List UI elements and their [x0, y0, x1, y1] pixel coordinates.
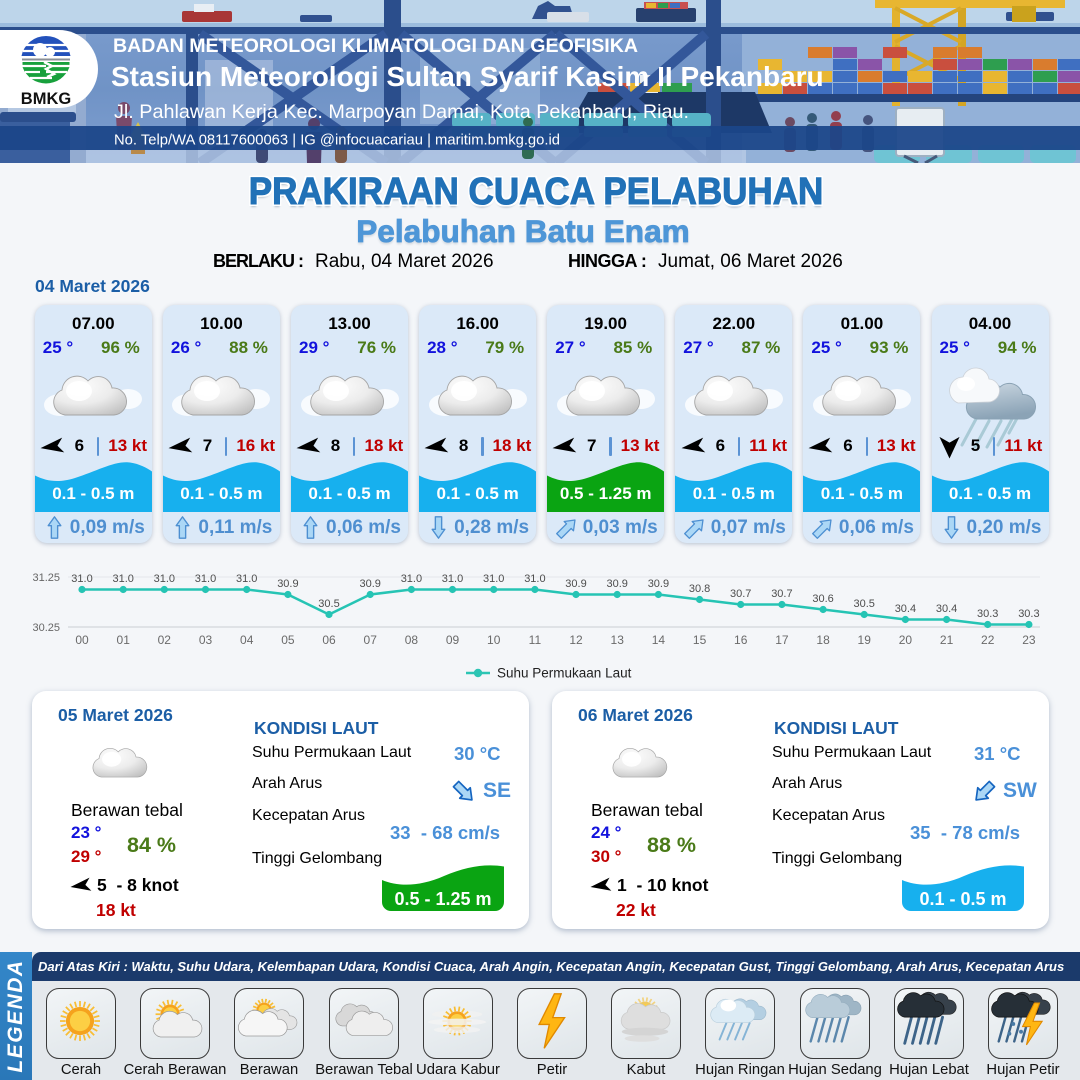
svg-text:19: 19 [858, 633, 872, 647]
svg-text:31.25: 31.25 [32, 572, 60, 584]
svg-text:31.0: 31.0 [442, 573, 463, 585]
svg-text:30.25: 30.25 [32, 622, 60, 634]
svg-text:02: 02 [158, 633, 172, 647]
svg-text:18: 18 [816, 633, 830, 647]
svg-text:30.9: 30.9 [648, 578, 669, 590]
svg-text:31.0: 31.0 [236, 573, 257, 585]
svg-text:Suhu Permukaan Laut: Suhu Permukaan Laut [497, 666, 632, 681]
svg-text:06: 06 [322, 633, 336, 647]
svg-text:30.5: 30.5 [853, 598, 874, 610]
svg-text:13: 13 [611, 633, 625, 647]
svg-text:31.0: 31.0 [483, 573, 504, 585]
svg-text:17: 17 [775, 633, 789, 647]
svg-text:22: 22 [981, 633, 995, 647]
svg-text:30.4: 30.4 [936, 603, 957, 615]
svg-text:30.3: 30.3 [1018, 608, 1039, 620]
svg-text:31.0: 31.0 [195, 573, 216, 585]
svg-text:No. Telp/WA 08117600063 | IG @: No. Telp/WA 08117600063 | IG @infocuacar… [114, 133, 560, 149]
svg-text:30.7: 30.7 [730, 588, 751, 600]
svg-text:12: 12 [569, 633, 583, 647]
svg-text:30.9: 30.9 [565, 578, 586, 590]
svg-text:30.7: 30.7 [771, 588, 792, 600]
svg-text:00: 00 [75, 633, 89, 647]
svg-text:07: 07 [364, 633, 378, 647]
svg-text:09: 09 [446, 633, 460, 647]
svg-text:Jl. Pahlawan Kerja Kec. Marpoy: Jl. Pahlawan Kerja Kec. Marpoyan Damai, … [114, 101, 689, 123]
svg-text:04: 04 [240, 633, 254, 647]
svg-text:31.0: 31.0 [154, 573, 175, 585]
svg-text:23: 23 [1022, 633, 1036, 647]
svg-text:20: 20 [899, 633, 913, 647]
svg-text:31.0: 31.0 [71, 573, 92, 585]
svg-text:11: 11 [529, 633, 542, 647]
svg-text:Stasiun Meteorologi Sultan Sya: Stasiun Meteorologi Sultan Syarif Kasim … [111, 61, 824, 92]
svg-text:01: 01 [117, 633, 131, 647]
svg-text:03: 03 [199, 633, 213, 647]
svg-text:10: 10 [487, 633, 501, 647]
svg-text:05: 05 [281, 633, 295, 647]
svg-text:14: 14 [652, 633, 666, 647]
svg-text:30.9: 30.9 [359, 578, 380, 590]
svg-text:15: 15 [693, 633, 707, 647]
svg-text:31.0: 31.0 [112, 573, 133, 585]
svg-text:30.9: 30.9 [277, 578, 298, 590]
svg-text:31.0: 31.0 [401, 573, 422, 585]
svg-text:21: 21 [940, 633, 954, 647]
svg-text:08: 08 [405, 633, 419, 647]
svg-text:30.4: 30.4 [895, 603, 916, 615]
svg-text:30.8: 30.8 [689, 583, 710, 595]
svg-text:16: 16 [734, 633, 748, 647]
svg-text:30.3: 30.3 [977, 608, 998, 620]
svg-text:31.0: 31.0 [524, 573, 545, 585]
svg-text:30.9: 30.9 [606, 578, 627, 590]
svg-text:30.6: 30.6 [812, 593, 833, 605]
svg-text:BADAN METEOROLOGI KLIMATOLOGI: BADAN METEOROLOGI KLIMATOLOGI DAN GEOFIS… [113, 35, 638, 57]
svg-text:BMKG: BMKG [21, 90, 71, 108]
svg-text:30.5: 30.5 [318, 598, 339, 610]
